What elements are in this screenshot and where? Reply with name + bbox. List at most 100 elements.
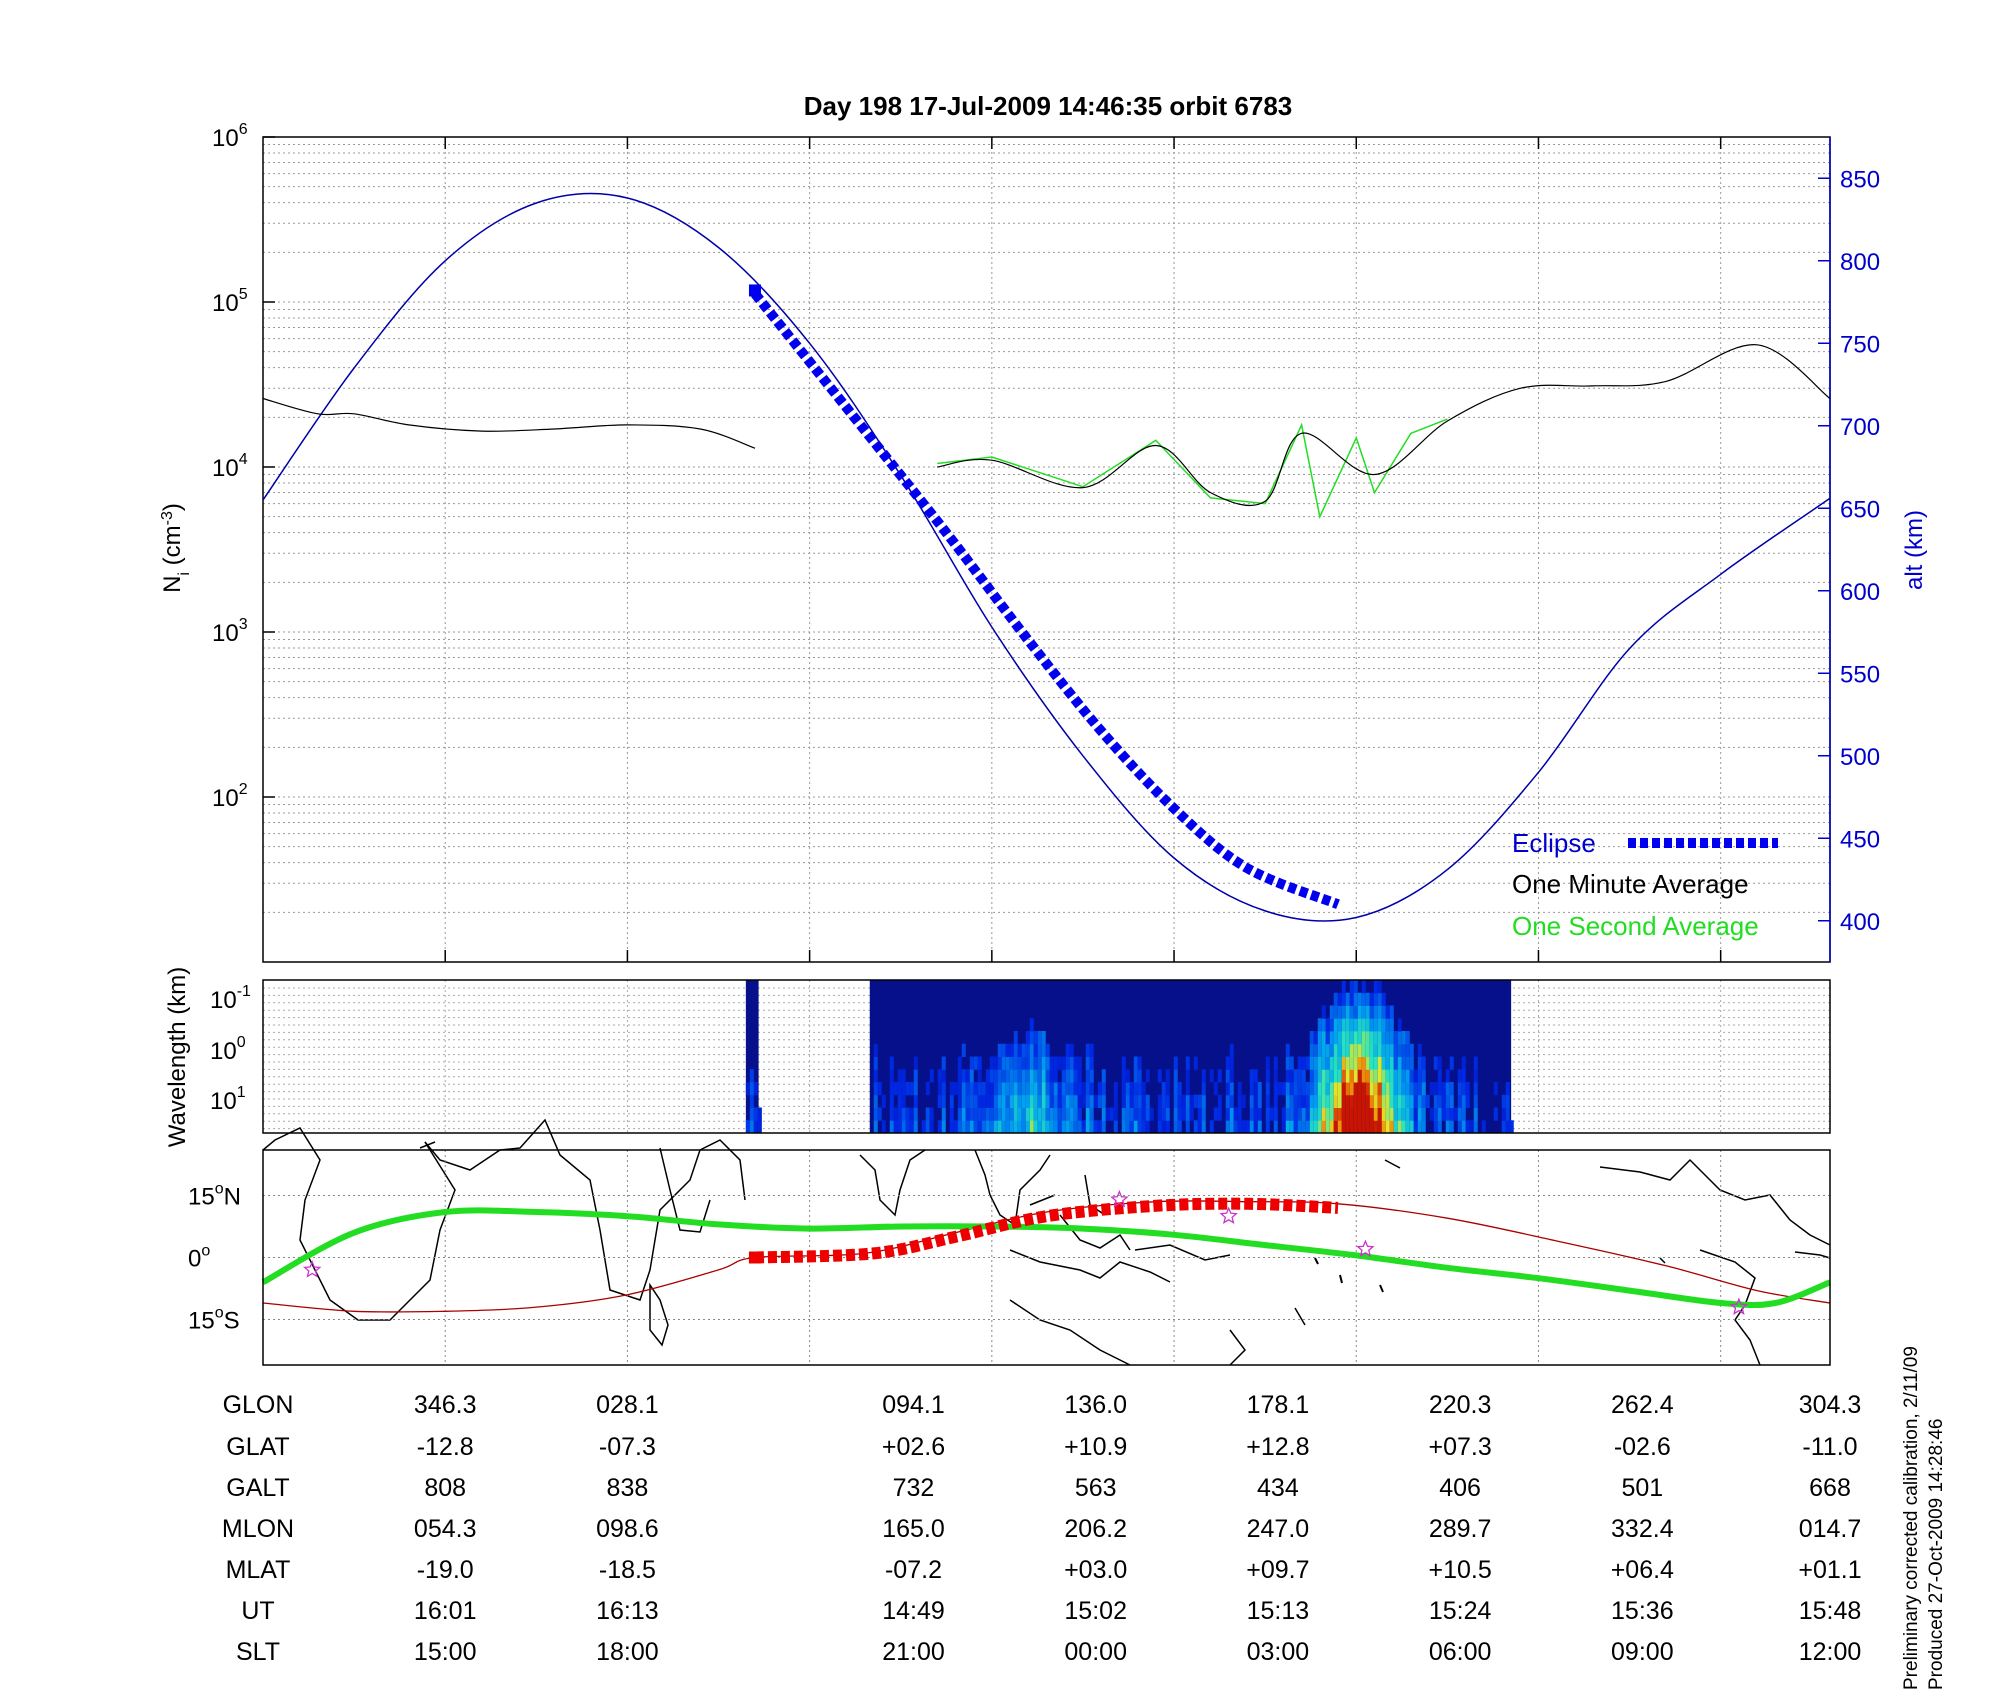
table-cell: +10.9 [1064,1433,1127,1461]
spectrogram-cell [1353,992,1358,1006]
spectrogram-cell [997,1056,1002,1070]
spectrogram-cell [913,1082,918,1096]
table-cell: 12:00 [1799,1638,1862,1666]
spectrogram-cell [1353,1056,1358,1070]
table-cell: 00:00 [1064,1638,1127,1666]
spectrogram-cell [749,1120,754,1134]
spectrogram-cell [1421,1082,1426,1096]
spectrogram-cell [1009,1094,1014,1108]
spectrogram-cell [1089,1107,1094,1121]
table-cell: 14:49 [882,1597,945,1625]
spectrogram-cell [1413,1120,1418,1134]
spectrogram-cell [1033,1031,1038,1045]
spectrogram-cell [1449,1094,1454,1108]
spectrogram-cell [1421,1056,1426,1070]
altitude-axis-label: alt (km) [1901,510,1928,590]
spectrogram-cell [1365,1018,1370,1032]
spectrogram-cell [1393,1120,1398,1134]
spectrogram-cell [1337,1094,1342,1108]
spectrogram-cell [1461,1069,1466,1083]
table-cell: 098.6 [596,1515,659,1543]
spectrogram-cell [1505,1082,1510,1096]
spectrogram-cell [929,1107,934,1121]
spectrogram-cell [981,1107,986,1121]
spectrogram-cell [937,1120,942,1134]
spectrogram-cell [969,1094,974,1108]
table-cell: 06:00 [1429,1638,1492,1666]
spectrogram-cell [1501,1120,1506,1134]
latitude-tick-label: 15oN [188,1180,241,1210]
ground-track-series [261,1189,1832,1315]
density-axis-label: Ni (cm-3) [159,503,193,593]
spectrogram-cell [1405,1056,1410,1070]
latitude-tick-label: 0o [188,1243,210,1273]
wavelength-tick-label: 100 [210,1034,246,1065]
spectrogram-cell [969,1107,974,1121]
spectrogram-cell [1077,1069,1082,1083]
spectrogram-cell [1157,1107,1162,1121]
spectrogram-cell [1305,1094,1310,1108]
spectrogram-cell [1361,992,1366,1006]
spectrogram-cell [1025,1107,1030,1121]
spectrogram-cell [1193,1120,1198,1134]
spectrogram-cell [1501,1107,1506,1121]
spectrogram-cell [1133,1120,1138,1134]
spectrogram-cell [981,1094,986,1108]
spectrogram-cell [997,1069,1002,1083]
spectrogram-cell [1317,1031,1322,1045]
legend-entry: One Minute Average [1512,869,1749,899]
spectrogram-cell [1373,1031,1378,1045]
spectrogram-cell [1089,1056,1094,1070]
one-minute-line [262,397,756,449]
spectrogram-cell [1133,1056,1138,1070]
wavelength-axis-label: Wavelength (km) [164,967,191,1148]
spectrogram-cell [1001,1120,1006,1134]
spectrogram-cell [1077,1056,1082,1070]
spectrogram-cell [925,1082,930,1096]
spectrogram-cell [977,1094,982,1108]
spectrogram-cell [1381,1018,1386,1032]
spectrogram-cell [1053,1069,1058,1083]
spectrogram-cell [985,1120,990,1134]
spectrogram-cell [1301,1069,1306,1083]
spectrogram-cell [1345,1082,1350,1096]
spectrogram-cell [1041,1107,1046,1121]
spectrogram-cell [1057,1056,1062,1070]
altitude-tick-label: 750 [1840,331,1880,358]
spectrogram-cell [1053,1094,1058,1108]
altitude-tick-label: 600 [1840,579,1880,606]
table-cell: -02.6 [1614,1433,1671,1461]
spectrogram-cell [1313,1120,1318,1134]
spectrogram-cell [1173,1056,1178,1070]
spectrogram-cell [1041,1031,1046,1045]
spectrogram-cell [1041,1056,1046,1070]
spectrogram-cell [1025,1031,1030,1045]
spectrogram-cell [1345,1005,1350,1019]
spectrogram-cell [981,1082,986,1096]
spectrogram-cell [1061,1082,1066,1096]
altitude-tick-label: 500 [1840,744,1880,771]
spectrogram-cell [1405,1120,1410,1134]
spectrogram-cell [1321,1043,1326,1057]
star-marker [1356,1239,1375,1258]
spectrogram-cell [1389,1043,1394,1057]
spectrogram-cell [969,1056,974,1070]
spectrogram-cell [1161,1120,1166,1134]
spectrogram-cell [1309,1082,1314,1096]
spectrogram-cell [1229,1082,1234,1096]
spectrogram-cell [1177,1082,1182,1096]
spectrogram-cell [1365,1043,1370,1057]
spectrogram-cell [989,1082,994,1096]
spectrogram-cell [1349,1094,1354,1108]
spectrogram-cell [1165,1120,1170,1134]
spectrogram-cell [1097,1120,1102,1134]
spectrogram-cell [969,1082,974,1096]
spectrogram-cell [1397,1018,1402,1032]
spectrogram-cell [1501,1094,1506,1108]
spectrogram-cell [973,1056,978,1070]
spectrogram-cell [973,1094,978,1108]
table-cell: 136.0 [1064,1391,1127,1419]
spectrogram-cell [1417,1043,1422,1057]
table-cell: 501 [1621,1474,1663,1502]
spectrogram-cell [1449,1107,1454,1121]
